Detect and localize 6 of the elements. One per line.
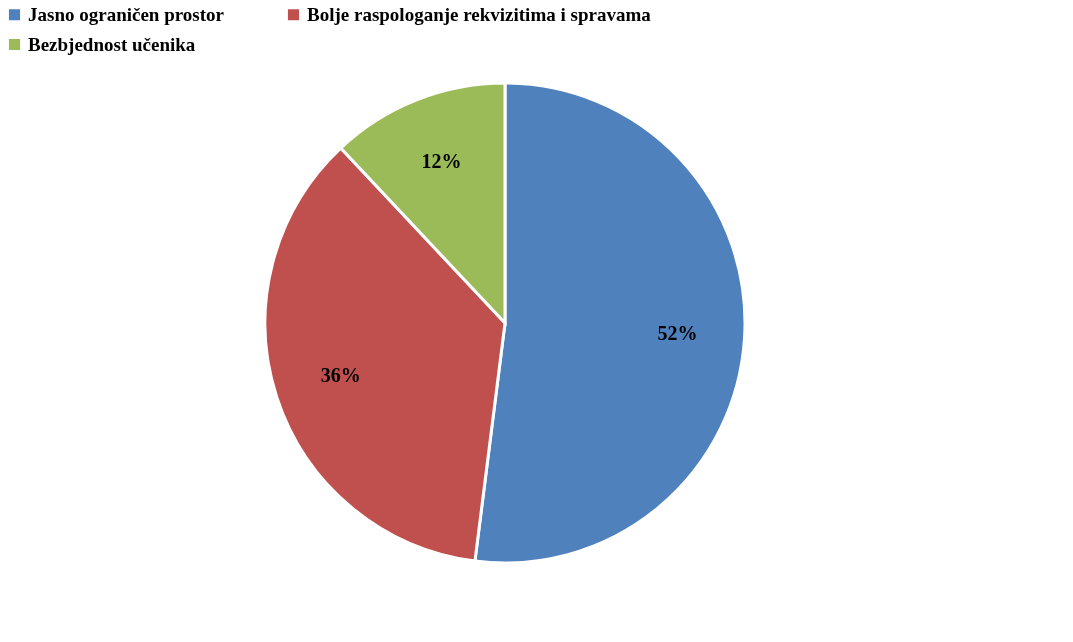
legend-label: Bezbjednost učenika [28, 33, 196, 55]
data-label: 52% [657, 321, 698, 344]
data-label: 12% [421, 150, 462, 173]
legend-label: Jasno ograničen prostor [28, 3, 225, 25]
legend-label: Bolje raspologanje rekvizitima i spravama [307, 3, 652, 25]
data-label: 36% [320, 364, 361, 387]
